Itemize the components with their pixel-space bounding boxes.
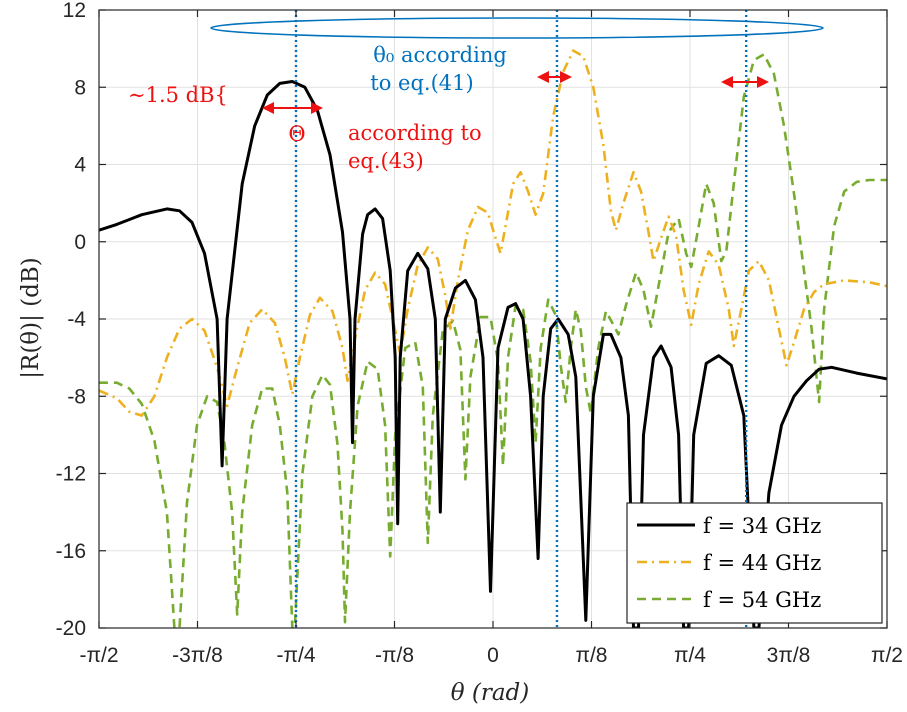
- y-tick-label: 8: [74, 76, 86, 99]
- ticks: -π/2 -3π/8 -π/4 -π/8 0 π/8 π/4 3π/8 π/2 12 8 4 0 -4 -8…: [56, 0, 903, 667]
- x-tick-label: -π/2: [80, 644, 119, 667]
- x-tick-label: π/4: [674, 644, 706, 667]
- width-arrow-head: [311, 102, 323, 114]
- y-tick-label: -12: [56, 463, 86, 486]
- width-arrow-head: [757, 76, 769, 88]
- theta0-ellipse: [210, 17, 824, 39]
- width-arrow-head: [560, 71, 572, 83]
- x-tick-label: 3π/8: [767, 644, 811, 667]
- series-layer: [99, 49, 887, 628]
- legend-label-1: f = 34 GHz: [703, 514, 821, 538]
- y-tick-label: -8: [67, 385, 86, 408]
- y-tick-label: 12: [63, 0, 86, 22]
- x-tick-label: -π/8: [375, 644, 414, 667]
- y-tick-label: 0: [74, 231, 86, 254]
- series-line-2: [99, 49, 887, 417]
- legend-label-2: f = 44 GHz: [703, 551, 821, 575]
- x-tick-label: -π/4: [277, 644, 316, 667]
- theta-note-line2: eq.(43): [348, 149, 424, 173]
- legend-box: [626, 502, 883, 624]
- theta-note-line1: according to: [348, 121, 482, 145]
- x-axis-label: θ (rad): [451, 680, 530, 706]
- y-tick-label: 4: [74, 154, 86, 177]
- x-tick-label: -3π/8: [172, 644, 223, 667]
- x-tick-label: π/8: [575, 644, 607, 667]
- series-line-1: [99, 80, 887, 628]
- db-annotation: ∼1.5 dB{: [128, 83, 228, 107]
- legend: f = 34 GHz f = 44 GHz f = 54 GHz: [626, 502, 883, 624]
- legend-label-3: f = 54 GHz: [703, 588, 821, 612]
- annotation-layer: θ₀ according to eq.(41) ∼1.5 dB{ Θ according…: [128, 17, 824, 173]
- y-axis-label: |R(θ)| (dB): [18, 257, 44, 379]
- theta0-label-line1: θ₀ according: [373, 43, 507, 67]
- y-tick-label: -20: [56, 617, 86, 640]
- y-tick-label: -16: [56, 540, 86, 563]
- theta0-label-line2: to eq.(41): [370, 71, 473, 95]
- width-arrow-head: [537, 71, 549, 83]
- x-tick-label: π/2: [871, 644, 903, 667]
- x-tick-label: 0: [487, 644, 499, 667]
- theta-symbol: Θ: [288, 122, 305, 146]
- series-line-3: [99, 53, 887, 628]
- y-tick-label: -4: [67, 308, 86, 331]
- width-arrow-head: [721, 76, 733, 88]
- width-arrow-head: [262, 102, 274, 114]
